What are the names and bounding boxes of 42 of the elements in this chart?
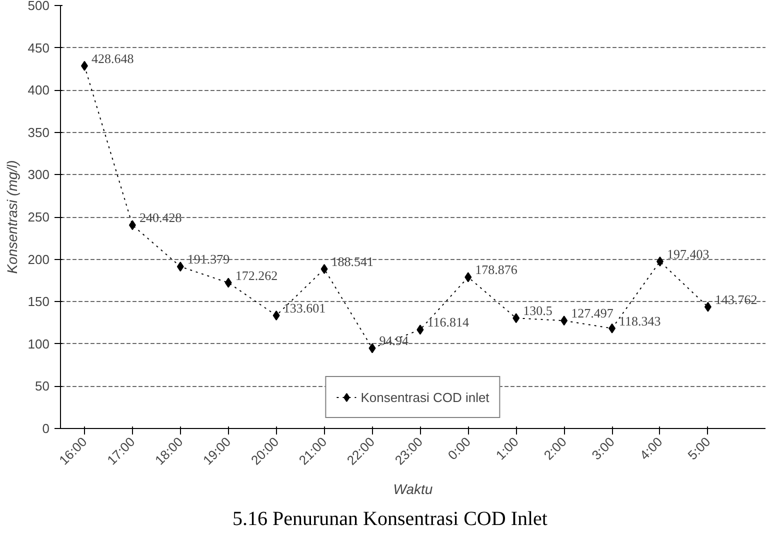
point [464, 272, 472, 282]
point [320, 264, 328, 274]
data-label: 428.648 [91, 50, 134, 66]
point [224, 278, 232, 288]
data-label: 130.5 [523, 303, 552, 318]
point [128, 220, 136, 230]
point [704, 302, 712, 312]
data-label: 197.403 [666, 246, 710, 262]
y-tick-label: 250 [28, 210, 50, 224]
y-tick-label: 200 [28, 252, 50, 267]
y-tick-label: 350 [28, 124, 50, 140]
x-tick-label: 5:00 [684, 434, 714, 463]
x-axis-title: Waktu [393, 481, 433, 498]
data-label: 178.876 [475, 262, 518, 278]
y-tick-label: 400 [28, 82, 50, 98]
point [368, 343, 376, 354]
point [416, 324, 424, 335]
y-tick-label: 50 [35, 378, 50, 394]
text: 5.16 Penurunan Konsentrasi COD Inlet [232, 507, 548, 532]
legend-label: Konsentrasi COD inlet [360, 390, 490, 404]
y-tick-label: 100 [28, 336, 50, 352]
data-label: 133.601 [283, 300, 326, 316]
x-tick-label: 0:00 [444, 434, 474, 463]
x-tick-label: 4:00 [636, 434, 666, 463]
x-tick-label: 3:00 [588, 434, 618, 463]
point [608, 323, 616, 334]
point [272, 310, 280, 320]
point [512, 313, 520, 324]
y-tick-label: 300 [28, 167, 50, 182]
point [560, 316, 568, 326]
point [656, 256, 664, 266]
y-tick-label: 0 [42, 421, 50, 436]
y-axis-title: Konsentrasi (mg/l) [4, 160, 20, 274]
data-label: 172.262 [235, 268, 278, 283]
y-tick-label: 150 [28, 294, 50, 310]
point [80, 60, 88, 71]
y-tick-label: 450 [28, 40, 50, 56]
data-label: 127.497 [571, 306, 614, 321]
data-label: 118.343 [619, 313, 661, 328]
data-label: 116.814 [427, 314, 470, 330]
point [176, 262, 184, 272]
y-tick-label: 500 [28, 0, 50, 13]
